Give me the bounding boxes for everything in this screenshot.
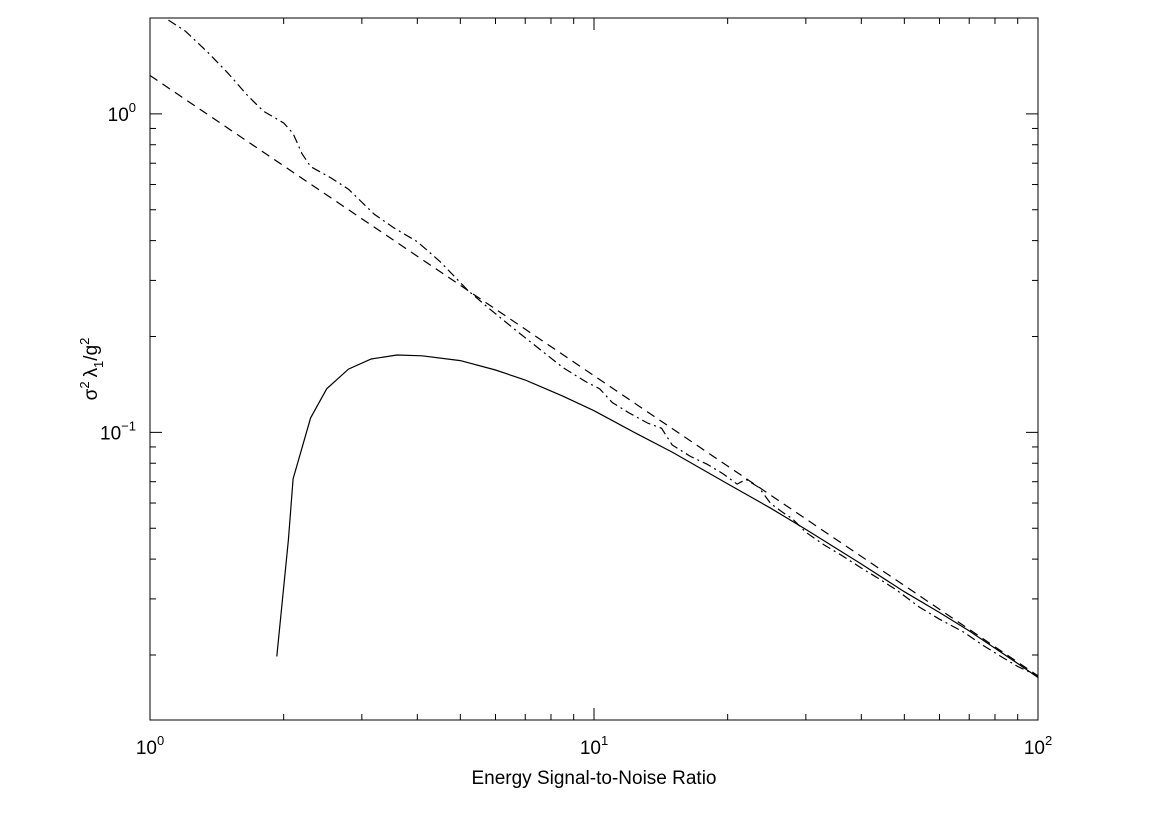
y-label-lambda: λ bbox=[81, 367, 102, 377]
x-tick-label-exp: 0 bbox=[157, 733, 164, 748]
series-line-dashdot bbox=[168, 19, 1039, 677]
x-tick-label-base: 10 bbox=[1024, 738, 1045, 759]
y-label-slash-g: /g bbox=[81, 345, 102, 361]
x-axis-label: Energy Signal-to-Noise Ratio bbox=[471, 768, 716, 789]
y-tick-label-base: 10 bbox=[108, 105, 129, 126]
y-tick-label-base: 10 bbox=[100, 423, 121, 444]
series-line-dashed bbox=[149, 75, 1039, 677]
y-axis-label: σ2λ1/g2 bbox=[77, 338, 106, 401]
y-label-sigma: σ bbox=[81, 388, 102, 400]
x-tick-label: 101 bbox=[580, 733, 608, 759]
y-label-lambda-sub: 1 bbox=[91, 361, 106, 368]
x-tick-label: 100 bbox=[136, 733, 164, 759]
x-tick-label-exp: 1 bbox=[601, 733, 608, 748]
axis-ticks bbox=[149, 17, 1039, 720]
y-tick-label-exp: −1 bbox=[121, 418, 136, 433]
x-tick-label-base: 10 bbox=[136, 738, 157, 759]
y-tick-label: 100 bbox=[108, 100, 136, 126]
x-tick-label-exp: 2 bbox=[1045, 733, 1052, 748]
y-label-g-sup: 2 bbox=[77, 338, 92, 345]
x-tick-label-base: 10 bbox=[580, 738, 601, 759]
y-tick-label-exp: 0 bbox=[129, 100, 136, 115]
series-line-solid bbox=[276, 354, 1039, 678]
x-tick-label: 102 bbox=[1024, 733, 1052, 759]
y-tick-label: 10−1 bbox=[100, 418, 136, 444]
series-group bbox=[149, 19, 1039, 678]
y-label-sigma-sup: 2 bbox=[77, 381, 92, 388]
